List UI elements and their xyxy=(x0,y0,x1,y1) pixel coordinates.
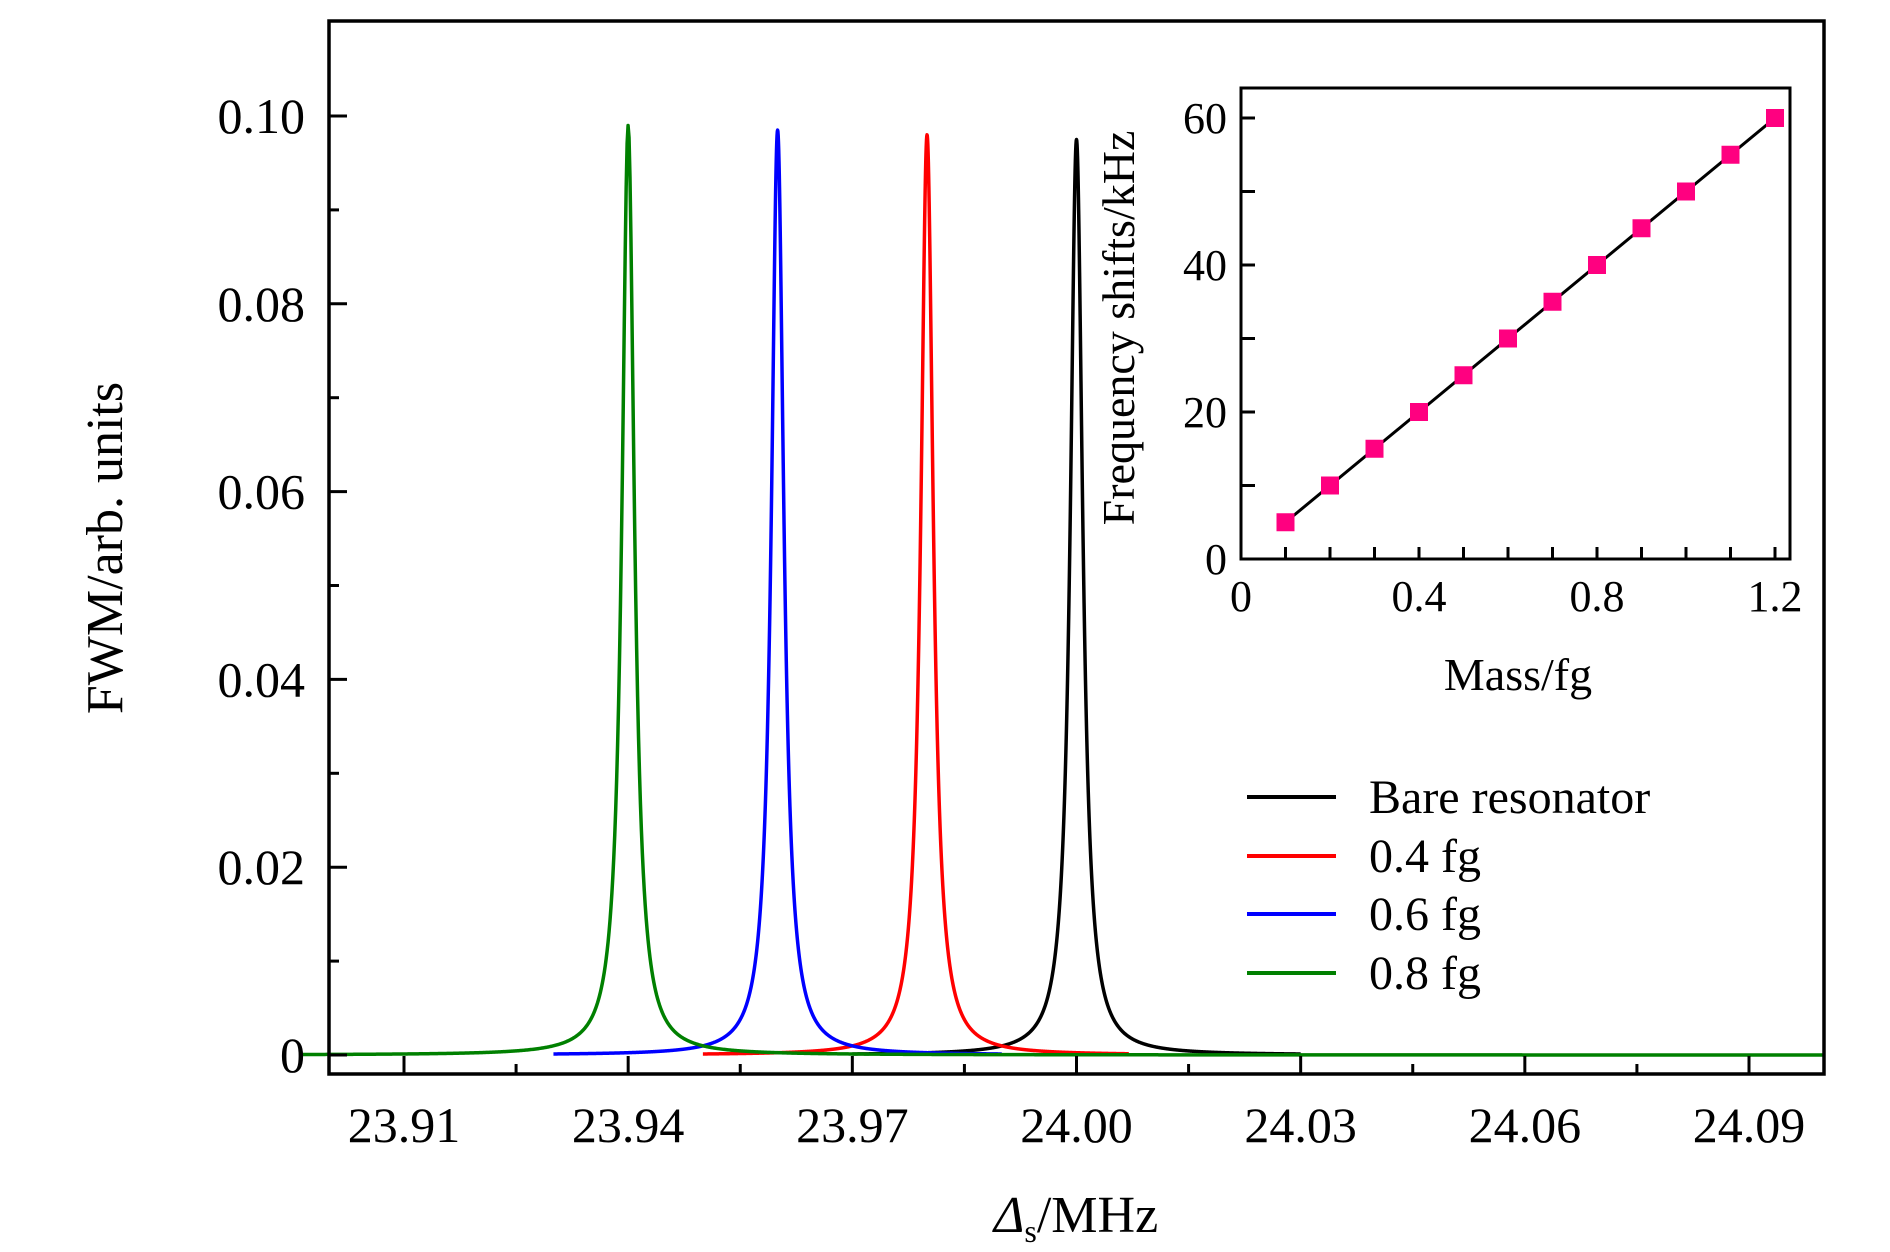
inset-y-tick-label: 20 xyxy=(1183,388,1227,437)
inset-data-point xyxy=(1588,256,1606,274)
inset-data-point xyxy=(1499,329,1517,348)
inset-data-point xyxy=(1321,476,1339,495)
x-axis-label-symbol: Δ xyxy=(992,1187,1025,1244)
series-line-0_8-fg xyxy=(298,123,1825,1057)
legend-label: 0.4 fg xyxy=(1369,830,1481,883)
y-tick-label: 0.10 xyxy=(218,88,306,144)
y-tick-label: 0.02 xyxy=(218,839,306,895)
inset-data-point xyxy=(1766,109,1784,127)
inset-x-tick-label: 1.2 xyxy=(1748,572,1803,621)
legend-label: 0.6 fg xyxy=(1369,888,1481,941)
inset-y-tick-label: 60 xyxy=(1183,94,1227,143)
inset-data-point xyxy=(1543,292,1562,311)
inset-data-point xyxy=(1721,145,1740,164)
inset-x-axis-label: Mass/fg xyxy=(1444,649,1592,700)
y-tick-label: 0.06 xyxy=(218,464,306,520)
x-axis-label: Δs/MHz xyxy=(992,1187,1158,1249)
x-tick-label: 23.94 xyxy=(572,1097,685,1153)
inset-data-point xyxy=(1454,366,1473,385)
inset-data-point xyxy=(1276,513,1295,532)
x-tick-label: 23.97 xyxy=(796,1097,909,1153)
x-tick-label: 24.09 xyxy=(1693,1097,1806,1153)
y-axis-label: FWM/arb. units xyxy=(77,382,134,714)
y-tick-label: 0.04 xyxy=(218,651,306,707)
inset-y-axis-label: Frequency shifts/kHz xyxy=(1093,131,1144,526)
x-tick-label: 24.03 xyxy=(1244,1097,1357,1153)
inset-data-point xyxy=(1632,219,1651,238)
inset-x-tick-label: 0 xyxy=(1230,572,1252,621)
main-chart: 23.91 23.94 23.97 24.00 24.03 24.06 24.09 0 0.02… xyxy=(77,19,1826,1249)
inset-y-tick-label: 0 xyxy=(1205,535,1227,584)
y-tick-label: 0 xyxy=(280,1027,305,1083)
x-tick-label: 23.91 xyxy=(348,1097,461,1153)
y-tick-label: 0.08 xyxy=(218,276,306,332)
x-tick-label: 24.00 xyxy=(1020,1097,1133,1153)
inset-data-point xyxy=(1677,182,1695,201)
inset-y-tick-label: 40 xyxy=(1183,241,1227,290)
x-tick-label: 24.06 xyxy=(1469,1097,1582,1153)
x-axis-label-subscript: s xyxy=(1024,1213,1036,1249)
inset-chart: 0 0.4 0.8 1.2 0 20 40 60 Mass/fg Frequency shifts… xyxy=(1093,86,1803,700)
legend-label: Bare resonator xyxy=(1369,771,1650,824)
inset-x-tick-label: 0.4 xyxy=(1392,572,1447,621)
series-line-0_4-fg xyxy=(701,133,1131,1056)
x-axis-label-unit: /MHz xyxy=(1037,1187,1158,1244)
legend: Bare resonator 0.4 fg0.6 fg 0.8 fg xyxy=(1247,771,1650,1000)
inset-data-point xyxy=(1410,403,1428,421)
legend-label: 0.8 fg xyxy=(1369,947,1481,1000)
inset-x-tick-label: 0.8 xyxy=(1570,572,1625,621)
inset-data-point xyxy=(1365,439,1384,458)
